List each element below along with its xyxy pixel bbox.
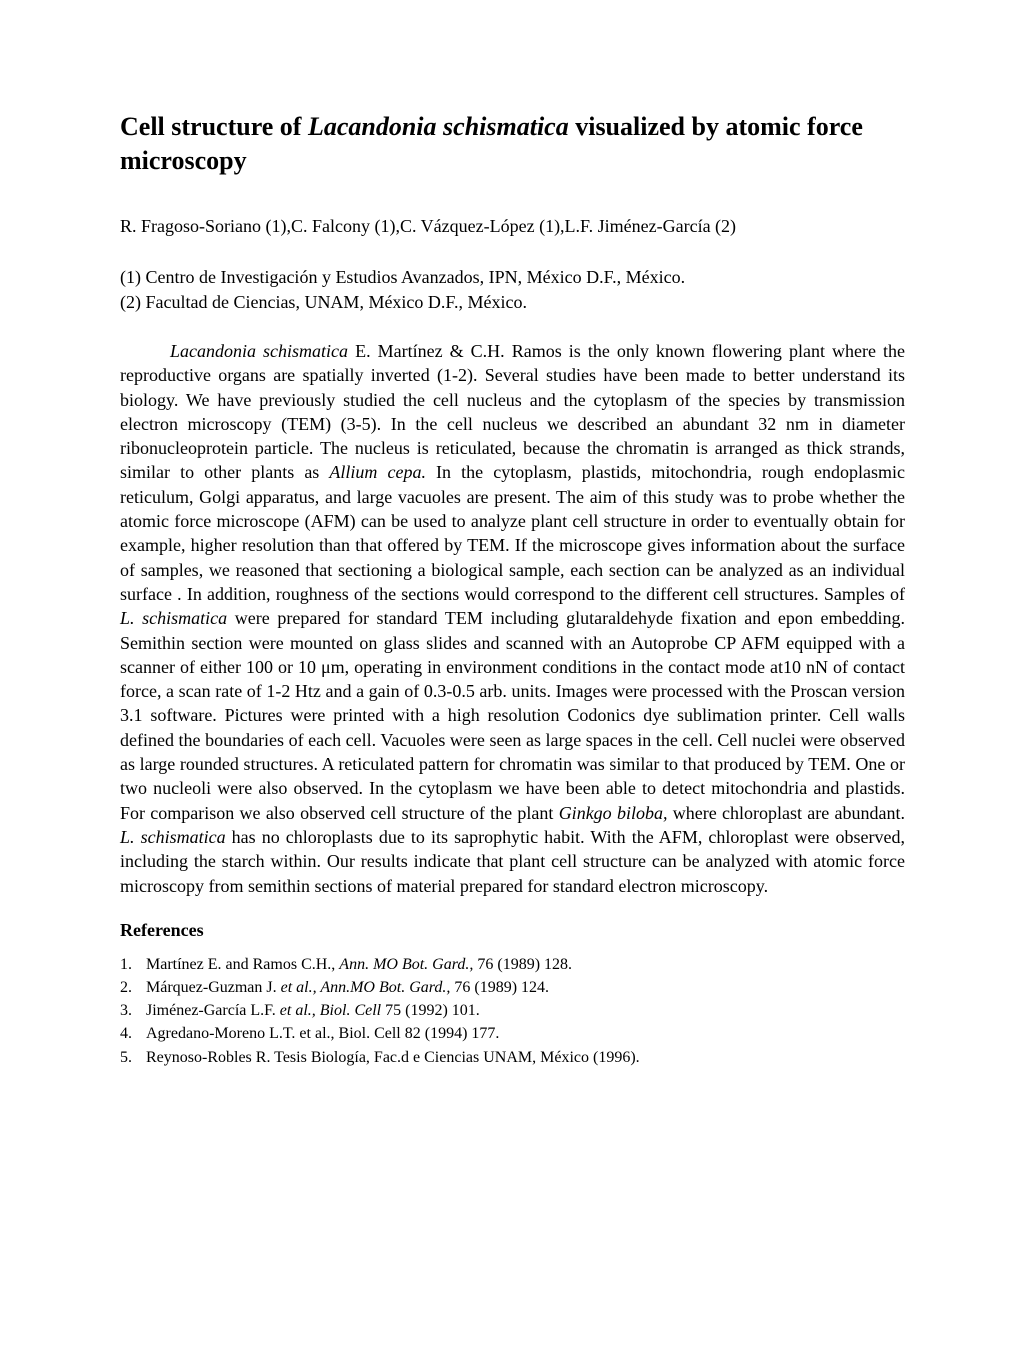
abstract-text-5: has no chloroplasts due to its saprophyt… bbox=[120, 827, 905, 896]
ref-num: 5. bbox=[120, 1046, 146, 1069]
affiliations-block: (1) Centro de Investigación y Estudios A… bbox=[120, 265, 905, 315]
abstract-italic-1: Lacandonia schismatica bbox=[170, 341, 348, 361]
abstract-text: Lacandonia schismatica E. Martínez & C.H… bbox=[120, 339, 905, 898]
title-italic: Lacandonia schismatica bbox=[308, 112, 569, 141]
abstract-italic-4: Ginkgo biloba, bbox=[559, 803, 668, 823]
title-pre: Cell structure of bbox=[120, 112, 308, 141]
ref-text: Márquez-Guzman J. et al., Ann.MO Bot. Ga… bbox=[146, 976, 905, 999]
reference-item: 2. Márquez-Guzman J. et al., Ann.MO Bot.… bbox=[120, 976, 905, 999]
ref-num: 1. bbox=[120, 953, 146, 976]
affiliation-2: (2) Facultad de Ciencias, UNAM, México D… bbox=[120, 290, 905, 315]
affiliation-1: (1) Centro de Investigación y Estudios A… bbox=[120, 265, 905, 290]
abstract-italic-5: L. schismatica bbox=[120, 827, 226, 847]
abstract-italic-3: L. schismatica bbox=[120, 608, 227, 628]
ref-text: Jiménez-García L.F. et al., Biol. Cell 7… bbox=[146, 999, 905, 1022]
abstract-text-4: where chloroplast are abundant. bbox=[667, 803, 905, 823]
reference-item: 4. Agredano-Moreno L.T. et al., Biol. Ce… bbox=[120, 1022, 905, 1045]
reference-item: 1. Martínez E. and Ramos C.H., Ann. MO B… bbox=[120, 953, 905, 976]
ref-num: 4. bbox=[120, 1022, 146, 1045]
ref-num: 2. bbox=[120, 976, 146, 999]
ref-text: Martínez E. and Ramos C.H., Ann. MO Bot.… bbox=[146, 953, 905, 976]
references-heading: References bbox=[120, 920, 905, 941]
reference-item: 5. Reynoso-Robles R. Tesis Biología, Fac… bbox=[120, 1046, 905, 1069]
ref-text: Agredano-Moreno L.T. et al., Biol. Cell … bbox=[146, 1022, 905, 1045]
paper-title: Cell structure of Lacandonia schismatica… bbox=[120, 110, 905, 178]
references-list: 1. Martínez E. and Ramos C.H., Ann. MO B… bbox=[120, 953, 905, 1069]
abstract-text-3: were prepared for standard TEM including… bbox=[120, 608, 905, 822]
ref-text: Reynoso-Robles R. Tesis Biología, Fac.d … bbox=[146, 1046, 905, 1069]
reference-item: 3. Jiménez-García L.F. et al., Biol. Cel… bbox=[120, 999, 905, 1022]
authors-line: R. Fragoso-Soriano (1),C. Falcony (1),C.… bbox=[120, 216, 905, 237]
abstract-text-2: In the cytoplasm, plastids, mitochondria… bbox=[120, 462, 905, 603]
ref-num: 3. bbox=[120, 999, 146, 1022]
abstract-italic-2: Allium cepa. bbox=[329, 462, 426, 482]
